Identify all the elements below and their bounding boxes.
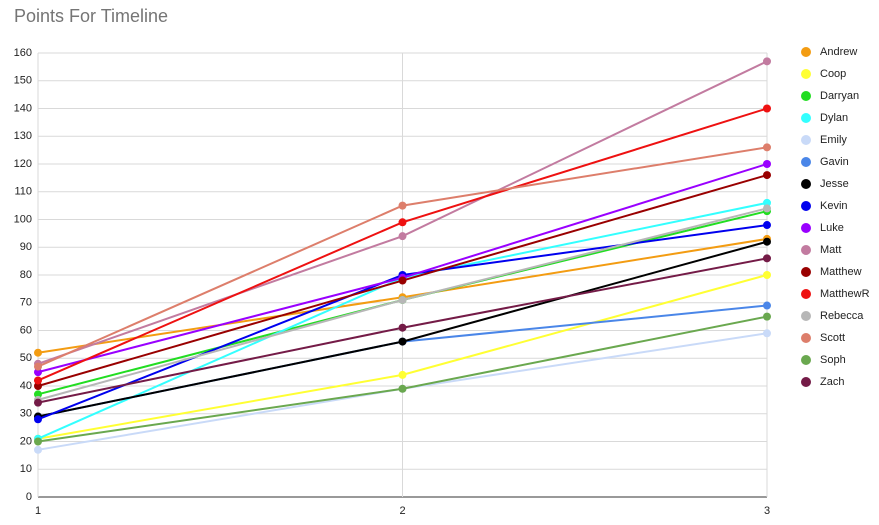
data-point — [34, 398, 42, 407]
legend-label: Zach — [820, 376, 844, 388]
y-tick-label: 90 — [20, 241, 32, 253]
y-tick-label: 70 — [20, 297, 32, 309]
data-point — [398, 337, 407, 346]
data-point — [398, 384, 407, 393]
legend-marker — [801, 113, 811, 123]
chart-title: Points For Timeline — [14, 6, 168, 26]
data-point — [763, 329, 771, 338]
legend-marker — [801, 377, 811, 387]
data-point — [763, 312, 771, 321]
data-point — [763, 160, 771, 168]
y-tick-label: 110 — [14, 186, 32, 198]
data-point — [763, 57, 771, 66]
legend-label: Coop — [820, 68, 846, 80]
legend-label: Soph — [820, 354, 846, 366]
y-tick-label: 80 — [20, 269, 32, 281]
x-tick-label: 2 — [399, 505, 405, 517]
data-point — [763, 237, 771, 246]
data-point — [34, 376, 42, 385]
legend-marker — [801, 355, 811, 365]
y-tick-label: 0 — [26, 491, 32, 503]
y-tick-label: 120 — [14, 158, 32, 170]
y-tick-label: 150 — [14, 75, 32, 87]
legend-marker — [801, 245, 811, 255]
data-point — [398, 276, 407, 285]
data-point — [763, 301, 771, 310]
legend-label: Matt — [820, 244, 841, 256]
legend-marker — [801, 47, 811, 57]
legend-marker — [801, 179, 811, 189]
legend-label: Matthew — [820, 266, 862, 278]
legend-label: Gavin — [820, 156, 849, 168]
legend-label: MatthewR — [820, 288, 870, 300]
legend-marker — [801, 223, 811, 233]
legend-marker — [801, 201, 811, 211]
legend-marker — [801, 289, 811, 299]
legend-marker — [801, 333, 811, 343]
data-point — [398, 218, 407, 227]
y-tick-label: 130 — [14, 130, 32, 142]
x-tick-label: 3 — [764, 505, 770, 517]
legend-label: Darryan — [820, 90, 859, 102]
data-point — [398, 370, 407, 379]
data-point — [763, 271, 771, 279]
y-tick-label: 50 — [20, 352, 32, 364]
y-tick-label: 40 — [20, 380, 32, 392]
legend-label: Kevin — [820, 200, 848, 212]
legend-marker — [801, 157, 811, 167]
data-point — [398, 201, 407, 210]
data-point — [763, 104, 771, 113]
legend-label: Dylan — [820, 112, 848, 124]
y-tick-label: 160 — [14, 47, 32, 59]
data-point — [763, 254, 771, 263]
legend-label: Rebecca — [820, 310, 864, 322]
data-point — [763, 171, 771, 180]
data-point — [763, 204, 771, 213]
data-point — [34, 390, 42, 399]
legend-marker — [801, 311, 811, 321]
data-point — [398, 232, 407, 241]
legend-label: Andrew — [820, 46, 857, 58]
data-point — [34, 382, 42, 390]
y-tick-label: 20 — [20, 435, 32, 447]
legend-label: Jesse — [820, 178, 849, 190]
y-tick-label: 100 — [14, 213, 32, 225]
data-point — [763, 198, 771, 207]
data-point — [34, 362, 42, 371]
y-tick-label: 140 — [14, 102, 32, 114]
legend-marker — [801, 69, 811, 79]
y-tick-label: 60 — [20, 324, 32, 336]
data-point — [34, 368, 42, 377]
legend-label: Luke — [820, 222, 844, 234]
data-point — [398, 323, 407, 332]
legend-label: Scott — [820, 332, 845, 344]
legend-marker — [801, 91, 811, 101]
data-point — [763, 221, 771, 230]
data-point — [34, 437, 42, 446]
data-point — [34, 445, 42, 454]
data-point — [398, 295, 407, 304]
x-tick-label: 1 — [35, 505, 41, 517]
legend-label: Emily — [820, 134, 847, 146]
y-tick-label: 10 — [20, 463, 32, 475]
data-point — [763, 143, 771, 152]
legend-marker — [801, 267, 811, 277]
y-tick-label: 30 — [20, 408, 32, 420]
data-point — [34, 348, 42, 357]
data-point — [34, 415, 42, 424]
legend-marker — [801, 135, 811, 145]
